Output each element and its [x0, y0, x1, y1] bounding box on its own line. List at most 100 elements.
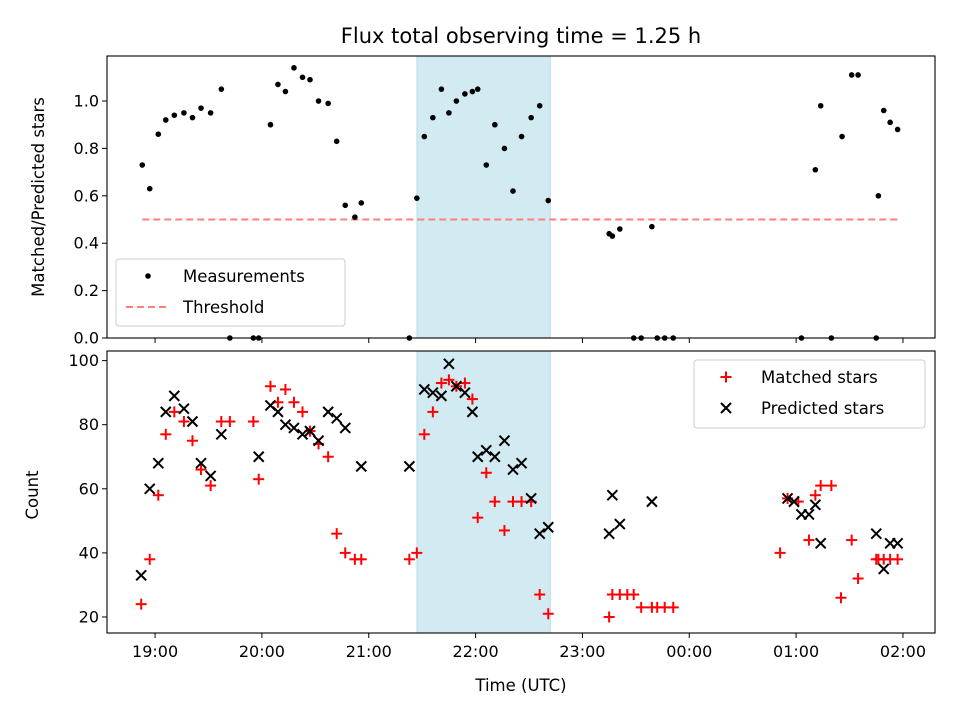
data-point	[635, 601, 647, 613]
data-point	[325, 100, 331, 107]
data-point	[480, 467, 492, 479]
data-point-d2	[480, 444, 492, 457]
top-panel: 0.0 0.2 0.4 0.6 0.8 1.0 Measurements Threshold	[74, 55, 936, 348]
data-point	[186, 435, 198, 447]
data-point	[418, 383, 431, 396]
data-point	[339, 547, 351, 559]
data-point	[352, 214, 358, 220]
y-tick-label: 0.0	[74, 329, 99, 348]
data-point	[355, 553, 367, 565]
data-point	[852, 573, 864, 585]
data-point	[264, 380, 276, 392]
data-point-d2	[418, 383, 431, 396]
data-point	[536, 102, 543, 109]
data-point	[891, 537, 904, 549]
data-point-d2	[330, 412, 343, 425]
data-point	[894, 126, 901, 133]
data-point	[152, 489, 164, 501]
data-point	[459, 377, 471, 389]
data-point	[215, 428, 228, 441]
data-point	[403, 553, 415, 565]
data-point	[403, 460, 416, 473]
data-point-d2	[450, 380, 463, 392]
data-point	[825, 480, 837, 492]
data-point-d2	[515, 457, 528, 469]
data-point-d2	[788, 495, 800, 508]
data-point	[839, 133, 845, 140]
data-point-d2	[427, 386, 439, 399]
data-point-d2	[814, 537, 827, 549]
y-tick-label: 60	[79, 479, 99, 498]
data-point	[315, 98, 322, 104]
data-point	[291, 65, 297, 71]
data-point-d2	[533, 527, 546, 540]
data-point	[472, 451, 484, 463]
data-point-d2	[781, 492, 794, 505]
top-y-axis-label: Matched/Predicted stars	[29, 97, 48, 297]
y-tick-label: 0.8	[74, 139, 99, 158]
legend-marker-d2	[720, 402, 732, 414]
data-point	[803, 534, 815, 546]
data-point	[247, 416, 259, 427]
data-point	[178, 416, 190, 427]
data-point-d2	[322, 406, 334, 418]
data-point-d2	[186, 415, 199, 428]
data-point-d2	[466, 406, 479, 418]
data-point	[892, 553, 904, 565]
y-tick-label: 80	[79, 415, 99, 434]
data-point	[609, 233, 616, 239]
data-point	[542, 521, 554, 533]
data-point	[198, 105, 204, 111]
data-point	[135, 598, 147, 610]
legend-box	[115, 258, 346, 327]
bottom-y-axis-label: Count	[23, 470, 42, 520]
x-tick-label: 21:00	[346, 642, 392, 661]
data-point-d2	[272, 406, 284, 418]
data-point	[204, 470, 217, 482]
data-point	[282, 88, 289, 95]
shaded-region	[416, 55, 551, 339]
data-point	[880, 107, 887, 114]
data-point	[466, 406, 479, 418]
data-point	[533, 527, 546, 540]
legend-marker	[720, 371, 732, 383]
data-point	[181, 110, 187, 116]
data-point	[603, 611, 615, 623]
data-point	[146, 185, 153, 192]
data-point	[606, 489, 619, 501]
data-point	[267, 121, 274, 128]
series-measurements	[139, 65, 901, 341]
data-point	[195, 464, 207, 476]
data-point	[492, 121, 498, 128]
data-point	[446, 110, 452, 116]
data-point-d2	[168, 390, 181, 402]
data-point	[218, 86, 225, 92]
data-point	[331, 528, 343, 540]
data-point	[435, 390, 448, 402]
x-tick-label: 02:00	[880, 642, 926, 661]
data-point	[649, 223, 655, 230]
chart-title: Flux total observing time = 1.25 h	[341, 24, 701, 48]
data-point-d2	[312, 435, 325, 447]
data-point	[205, 480, 217, 492]
data-point-d2	[507, 463, 519, 476]
data-point-d2	[160, 406, 172, 418]
data-point	[835, 592, 847, 604]
data-point-d2	[304, 425, 316, 437]
data-point-d2	[204, 470, 217, 482]
data-point	[443, 374, 455, 386]
legend-label: Matched stars	[761, 368, 878, 387]
data-point	[342, 202, 349, 209]
data-point	[135, 569, 147, 582]
data-point-d2	[891, 537, 904, 549]
data-point	[304, 425, 316, 437]
data-point	[322, 406, 334, 418]
data-point	[480, 444, 492, 457]
data-point	[427, 386, 439, 399]
data-point	[435, 377, 447, 389]
x-tick-label: 01:00	[773, 642, 819, 661]
data-point	[162, 117, 169, 123]
data-point-d2	[803, 508, 815, 521]
x-tick-label: 23:00	[559, 642, 605, 661]
